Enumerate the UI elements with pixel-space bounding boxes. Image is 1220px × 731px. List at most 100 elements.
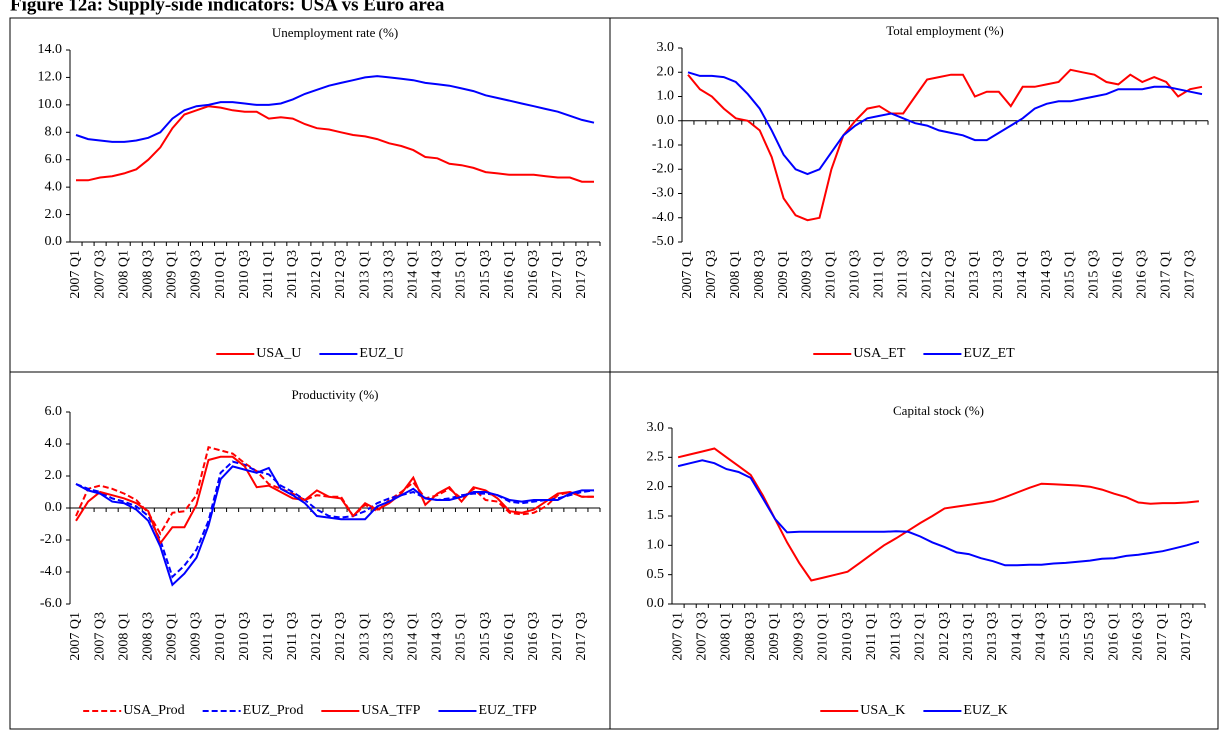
x-tick-label: 2010 Q1 bbox=[816, 612, 831, 661]
x-tick-label: 2013 Q1 bbox=[961, 612, 976, 661]
x-tick-label: 2012 Q3 bbox=[943, 250, 958, 299]
y-tick-label: 4.0 bbox=[45, 179, 63, 194]
x-tick-label: 2015 Q1 bbox=[454, 250, 469, 299]
y-tick-label: 2.0 bbox=[657, 64, 675, 79]
x-tick-label: 2015 Q3 bbox=[478, 612, 493, 661]
series-line bbox=[75, 445, 594, 536]
legend-label: USA_Prod bbox=[123, 703, 184, 718]
y-tick-label: -2.0 bbox=[652, 161, 674, 176]
x-tick-label: 2013 Q3 bbox=[985, 612, 1000, 661]
legend-label: EUZ_TFP bbox=[478, 703, 537, 718]
panel-border bbox=[609, 17, 1219, 373]
x-tick-label: 2014 Q1 bbox=[406, 250, 421, 299]
x-tick-label: 2015 Q3 bbox=[1082, 612, 1097, 661]
y-tick-label: 14.0 bbox=[38, 42, 63, 57]
chart-panel: Productivity (%) -6.0 -4.0 -2.0 0.0 2.0 4.0 6.0… bbox=[9, 371, 611, 730]
y-tick-label: -2.0 bbox=[40, 532, 62, 547]
x-tick-label: 2012 Q1 bbox=[913, 612, 928, 661]
x-tick-label: 2017 Q3 bbox=[574, 250, 589, 299]
x-tick-label: 2008 Q1 bbox=[719, 612, 734, 661]
chart-panel: Total employment (%) -5.0 -4.0 -3.0 -2.0 -1.0… bbox=[609, 17, 1219, 373]
x-tick-label: 2010 Q3 bbox=[840, 612, 855, 661]
legend: USA_U EUZ_U bbox=[216, 346, 404, 361]
series-line bbox=[677, 459, 1200, 567]
x-tick-label: 2010 Q3 bbox=[848, 250, 863, 299]
x-tick-label: 2014 Q3 bbox=[1039, 250, 1054, 299]
x-tick-label: 2008 Q3 bbox=[752, 250, 767, 299]
x-tick-label: 2011 Q3 bbox=[285, 250, 300, 298]
x-tick-label: 2017 Q1 bbox=[1158, 250, 1173, 299]
y-tick-label: 0.5 bbox=[647, 567, 665, 582]
x-tick-label: 2009 Q1 bbox=[767, 612, 782, 661]
series-line bbox=[75, 75, 595, 143]
chart-title: Unemployment rate (%) bbox=[272, 25, 398, 40]
y-tick-label: 2.0 bbox=[45, 468, 63, 483]
legend-label: EUZ_Prod bbox=[243, 703, 304, 718]
x-tick-label: 2010 Q1 bbox=[824, 250, 839, 299]
x-tick-label: 2011 Q1 bbox=[864, 612, 879, 660]
x-tick-label: 2012 Q1 bbox=[309, 612, 324, 661]
x-tick-label: 2009 Q1 bbox=[165, 250, 180, 299]
y-tick-label: -4.0 bbox=[652, 210, 674, 225]
x-tick-label: 2017 Q1 bbox=[550, 250, 565, 299]
y-tick-label: 0.0 bbox=[647, 596, 665, 611]
x-tick-label: 2011 Q1 bbox=[871, 250, 886, 298]
x-tick-label: 2013 Q1 bbox=[357, 250, 372, 299]
y-tick-label: 3.0 bbox=[657, 40, 675, 55]
x-tick-label: 2010 Q3 bbox=[237, 250, 252, 299]
y-tick-label: 8.0 bbox=[45, 125, 63, 140]
x-tick-label: 2014 Q1 bbox=[406, 612, 421, 661]
panel-border bbox=[609, 371, 1219, 730]
x-tick-label: 2014 Q1 bbox=[1015, 250, 1030, 299]
x-tick-label: 2008 Q3 bbox=[743, 612, 758, 661]
y-tick-label: 1.0 bbox=[647, 538, 665, 553]
series-line bbox=[75, 455, 594, 546]
chart-title: Total employment (%) bbox=[886, 23, 1004, 38]
y-tick-label: 6.0 bbox=[45, 152, 63, 167]
x-tick-label: 2007 Q1 bbox=[68, 612, 83, 661]
x-tick-label: 2012 Q3 bbox=[937, 612, 952, 661]
series-line bbox=[687, 68, 1203, 222]
x-tick-label: 2016 Q1 bbox=[1106, 612, 1121, 661]
x-tick-label: 2013 Q1 bbox=[357, 612, 372, 661]
x-tick-label: 2007 Q3 bbox=[92, 250, 107, 299]
x-tick-label: 2007 Q1 bbox=[68, 250, 83, 299]
x-tick-label: 2016 Q3 bbox=[1131, 612, 1146, 661]
y-tick-label: -5.0 bbox=[652, 234, 674, 249]
legend-label: USA_ET bbox=[853, 346, 906, 361]
x-tick-label: 2011 Q3 bbox=[888, 612, 903, 660]
series-line bbox=[75, 465, 594, 587]
y-tick-label: -3.0 bbox=[652, 186, 674, 201]
x-tick-label: 2008 Q1 bbox=[116, 612, 131, 661]
x-tick-label: 2012 Q3 bbox=[333, 612, 348, 661]
legend-label: USA_K bbox=[860, 703, 905, 718]
x-tick-label: 2013 Q3 bbox=[991, 250, 1006, 299]
x-tick-label: 2014 Q3 bbox=[430, 612, 445, 661]
x-tick-label: 2007 Q3 bbox=[704, 250, 719, 299]
y-tick-label: 4.0 bbox=[45, 436, 63, 451]
legend: USA_ET EUZ_ET bbox=[813, 346, 1015, 361]
x-tick-label: 2012 Q3 bbox=[333, 250, 348, 299]
x-tick-label: 2009 Q1 bbox=[776, 250, 791, 299]
x-tick-label: 2015 Q1 bbox=[1063, 250, 1078, 299]
x-tick-label: 2016 Q1 bbox=[502, 612, 517, 661]
legend-label: EUZ_ET bbox=[963, 346, 1015, 361]
y-tick-label: 2.0 bbox=[647, 479, 665, 494]
y-tick-label: 0.0 bbox=[45, 500, 63, 515]
legend: USA_K EUZ_K bbox=[820, 703, 1008, 718]
x-tick-label: 2013 Q3 bbox=[381, 250, 396, 299]
chart-panel: Capital stock (%) 0.0 0.5 1.0 1.5 2.0 2.5 3.0 20… bbox=[609, 371, 1219, 730]
y-tick-label: 0.0 bbox=[657, 113, 675, 128]
x-tick-label: 2011 Q3 bbox=[285, 612, 300, 660]
x-tick-label: 2008 Q1 bbox=[728, 250, 743, 299]
y-tick-label: 3.0 bbox=[647, 420, 665, 435]
y-tick-label: -4.0 bbox=[40, 564, 62, 579]
y-tick-label: 2.5 bbox=[647, 450, 665, 465]
x-tick-label: 2014 Q3 bbox=[430, 250, 445, 299]
x-tick-label: 2017 Q1 bbox=[1155, 612, 1170, 661]
x-tick-label: 2009 Q3 bbox=[189, 250, 204, 299]
x-tick-label: 2008 Q1 bbox=[116, 250, 131, 299]
x-tick-label: 2012 Q1 bbox=[309, 250, 324, 299]
x-tick-label: 2014 Q3 bbox=[1034, 612, 1049, 661]
